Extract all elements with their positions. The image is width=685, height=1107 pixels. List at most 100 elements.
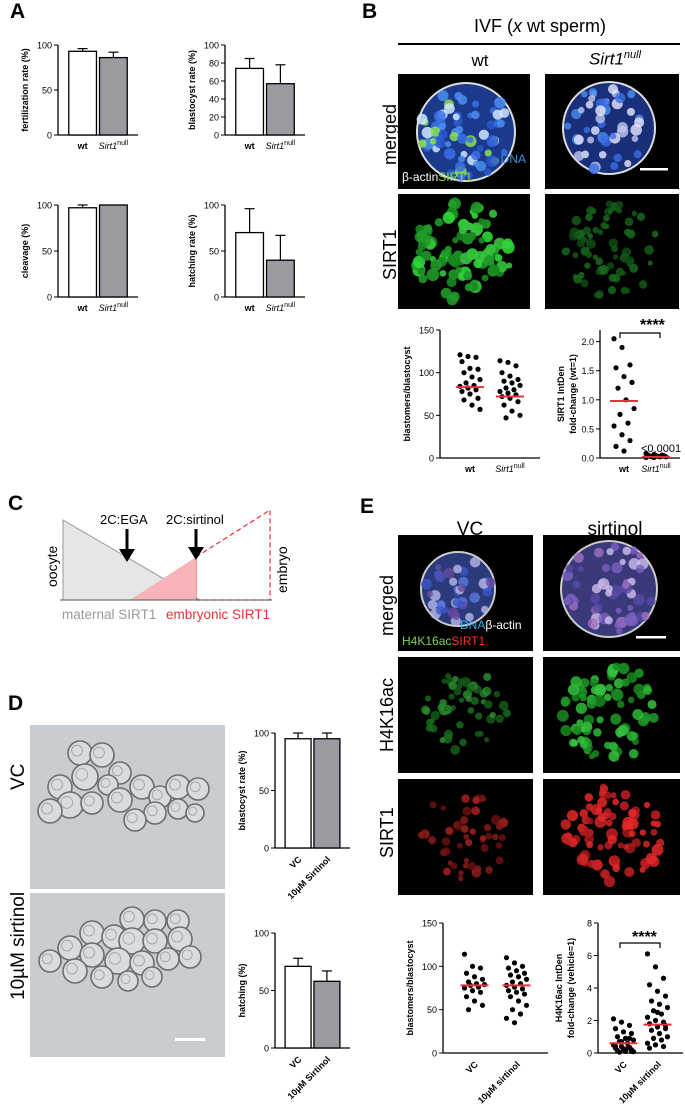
nucleus [560, 725, 572, 737]
nucleus [467, 231, 477, 241]
nucleus [469, 556, 481, 568]
data-point [509, 979, 516, 985]
data-point [515, 399, 521, 405]
embryo-inner [51, 778, 63, 791]
nucleus [593, 728, 602, 737]
nucleus [619, 558, 626, 566]
nucleus [582, 226, 591, 235]
nucleus [610, 688, 623, 700]
nucleus [629, 546, 638, 555]
data-point [515, 376, 521, 383]
nucleus [478, 237, 485, 244]
nucleus [421, 578, 432, 590]
embryo-inner [93, 969, 105, 981]
data-point [517, 412, 523, 418]
data-point [517, 1011, 524, 1017]
nucleus [494, 254, 503, 262]
nucleus [590, 126, 600, 135]
nucleus [635, 564, 645, 574]
data-point [461, 397, 467, 403]
data-point [501, 378, 507, 384]
embryo [107, 787, 133, 813]
nucleus [462, 806, 472, 816]
nucleus [471, 869, 477, 875]
nucleus [455, 161, 466, 172]
nucleus [571, 693, 580, 702]
embryo [37, 798, 63, 824]
nucleus [444, 141, 452, 148]
nucleus [643, 801, 651, 809]
embryo-inner [83, 946, 95, 959]
nucleus [638, 280, 648, 289]
data-point [461, 951, 468, 957]
embryo-inner [120, 974, 131, 984]
nucleus [583, 828, 593, 838]
y-axis-label: blastomers/blastocyst [402, 346, 412, 441]
nucleus [599, 264, 609, 275]
nucleus [636, 551, 644, 559]
embryo [178, 945, 202, 969]
nucleus [613, 153, 622, 163]
embryo-inner [181, 949, 193, 961]
data-point [521, 970, 528, 976]
y-tick-label: 50 [259, 986, 269, 996]
nucleus [592, 254, 598, 260]
data-point [612, 1026, 619, 1032]
data-point [644, 1040, 651, 1046]
nucleus [445, 673, 452, 680]
data-point [501, 402, 507, 408]
nucleus [421, 250, 432, 261]
nucleus [484, 687, 492, 694]
nucleus [630, 124, 642, 136]
data-point [610, 1016, 617, 1022]
embryo-inner [100, 778, 111, 788]
nucleus [617, 724, 629, 736]
y-tick-label: 1.5 [581, 366, 594, 376]
y-tick-label: 0 [587, 1049, 592, 1059]
nucleus [633, 150, 642, 159]
bar [265, 83, 295, 136]
y-tick-label: 0 [47, 293, 52, 303]
data-point [650, 1035, 657, 1041]
data-point [463, 380, 469, 386]
data-point [621, 373, 627, 380]
y-tick-label: 40 [209, 95, 219, 105]
data-point [615, 385, 621, 391]
nucleus [632, 709, 644, 720]
embryo-inner [105, 928, 117, 941]
nucleus [493, 691, 501, 698]
nucleus [606, 548, 614, 556]
nucleus [472, 796, 480, 804]
nucleus [441, 678, 447, 684]
micrograph-b-wt-merged: DNA β-actinSIRT1 [398, 74, 530, 189]
nucleus [463, 833, 470, 840]
nucleus [642, 840, 650, 848]
nucleus [441, 837, 451, 846]
nucleus [439, 269, 447, 277]
nucleus [478, 218, 485, 225]
nucleus [603, 875, 616, 888]
data-point [465, 353, 471, 360]
data-point [613, 443, 619, 449]
nucleus [445, 826, 454, 835]
nucleus [610, 584, 622, 597]
nucleus [448, 693, 455, 700]
nucleus [573, 552, 584, 563]
data-point [463, 994, 470, 1000]
nucleus [573, 150, 584, 162]
bar [313, 738, 341, 849]
nucleus [614, 622, 621, 629]
nucleus [624, 228, 631, 236]
data-point [477, 965, 484, 971]
nucleus [594, 683, 607, 695]
data-point [477, 406, 483, 412]
nucleus [481, 274, 489, 282]
nucleus [425, 724, 433, 732]
nucleus [623, 614, 636, 626]
nucleus [460, 816, 469, 825]
nucleus [575, 702, 588, 715]
nucleus [430, 710, 440, 721]
embryo [62, 958, 88, 984]
embryo [156, 947, 180, 971]
nucleus [498, 834, 506, 842]
